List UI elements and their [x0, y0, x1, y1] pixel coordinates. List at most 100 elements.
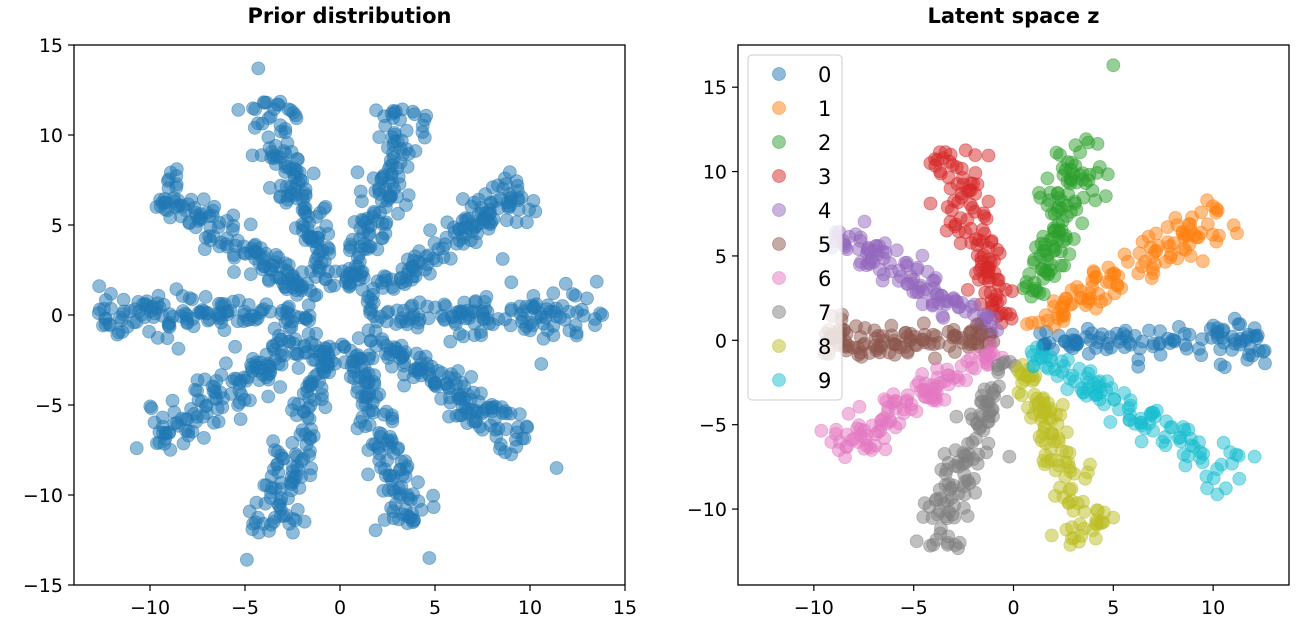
data-point	[900, 276, 915, 291]
data-point	[262, 359, 277, 374]
data-point	[888, 420, 903, 435]
data-point	[422, 551, 437, 565]
data-point	[379, 404, 394, 419]
data-point	[400, 459, 415, 474]
data-point	[381, 483, 396, 498]
data-point	[368, 523, 383, 538]
data-point	[158, 202, 173, 217]
data-point	[181, 428, 196, 443]
y-tick-label: −10	[23, 485, 63, 507]
data-point	[1209, 201, 1224, 216]
data-point	[1051, 434, 1066, 449]
data-point	[1081, 465, 1095, 480]
data-point	[479, 289, 494, 304]
data-point	[941, 368, 955, 383]
data-point	[904, 397, 919, 412]
data-point	[375, 332, 390, 347]
data-point	[536, 331, 551, 346]
data-point	[247, 309, 262, 324]
data-point	[205, 203, 220, 218]
data-point	[943, 181, 958, 196]
x-tick-label: −5	[231, 597, 259, 619]
data-point	[392, 345, 407, 360]
y-tick-label: 15	[703, 77, 727, 99]
data-point	[272, 271, 287, 286]
data-point	[251, 361, 266, 376]
data-point	[98, 293, 113, 308]
data-point	[979, 211, 994, 226]
data-point	[1042, 193, 1056, 208]
data-point	[365, 437, 380, 452]
data-point	[845, 433, 859, 448]
data-point	[888, 401, 903, 416]
data-point	[960, 212, 975, 227]
data-point	[391, 169, 406, 184]
data-point	[926, 393, 941, 408]
data-point	[247, 238, 262, 253]
legend-label: 1	[818, 97, 831, 121]
data-point	[1229, 447, 1244, 462]
data-point	[269, 247, 283, 262]
legend-box	[747, 54, 843, 401]
data-point	[1100, 374, 1115, 389]
data-point	[339, 269, 354, 284]
data-point	[370, 214, 385, 229]
data-point	[315, 362, 330, 376]
data-point	[1135, 259, 1149, 274]
data-point	[350, 165, 365, 180]
data-point	[1109, 326, 1124, 341]
data-point	[1233, 317, 1247, 332]
data-point	[1044, 257, 1058, 272]
data-point	[911, 284, 926, 299]
data-point	[580, 291, 594, 306]
data-point	[1206, 471, 1221, 486]
data-point	[251, 61, 266, 76]
data-point	[898, 339, 912, 354]
data-point	[960, 509, 975, 523]
data-point	[814, 423, 829, 438]
data-point	[115, 324, 130, 339]
x-tick-label: 0	[334, 597, 346, 619]
data-point	[298, 310, 313, 325]
data-point	[1061, 352, 1075, 367]
data-point	[931, 296, 946, 310]
data-point	[878, 245, 893, 260]
data-point	[228, 339, 243, 354]
legend-label: 4	[818, 199, 831, 223]
latent-series-3	[923, 143, 1019, 330]
data-point	[558, 276, 573, 291]
data-point	[1107, 392, 1121, 406]
data-point	[1152, 336, 1167, 351]
data-point	[1205, 227, 1220, 242]
data-point	[464, 369, 479, 384]
data-point	[346, 354, 361, 369]
data-point	[285, 435, 300, 450]
data-point	[1045, 206, 1059, 221]
data-point	[1056, 234, 1071, 249]
x-tick-label: −5	[900, 597, 928, 619]
data-point	[959, 448, 973, 463]
data-point	[1104, 340, 1118, 355]
data-point	[1247, 449, 1262, 464]
data-point	[273, 482, 288, 496]
data-point	[374, 426, 389, 441]
data-point	[129, 441, 144, 456]
data-point	[463, 392, 478, 407]
data-point	[178, 412, 193, 427]
legend-marker	[772, 67, 786, 81]
data-point	[350, 385, 365, 400]
data-point	[929, 532, 944, 547]
data-point	[1235, 334, 1249, 349]
data-point	[484, 400, 499, 415]
data-point	[1044, 528, 1059, 543]
data-point	[937, 446, 952, 461]
data-point	[1056, 314, 1071, 328]
data-point	[199, 306, 214, 321]
prior-series-0	[91, 61, 610, 567]
data-point	[595, 308, 610, 322]
data-point	[402, 509, 417, 524]
data-point	[1014, 388, 1029, 403]
data-point	[1131, 352, 1146, 367]
data-point	[519, 299, 534, 314]
data-point	[302, 390, 317, 405]
